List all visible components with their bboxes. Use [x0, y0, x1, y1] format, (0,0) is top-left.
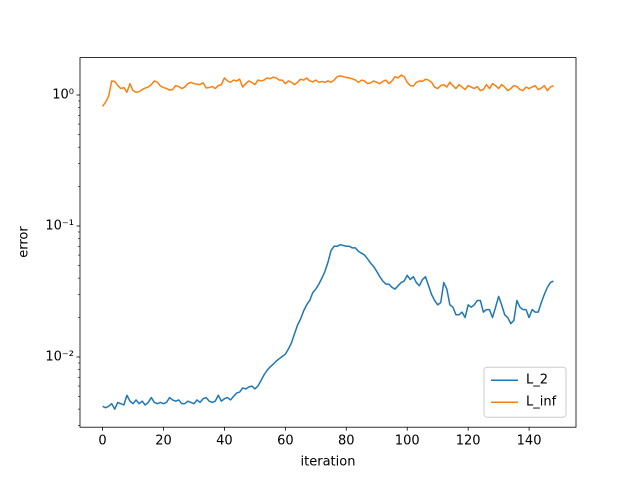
legend-label: L_inf	[526, 395, 557, 410]
x-tick-label: 80	[338, 434, 355, 449]
y-tick-label: 10⁻²	[45, 349, 74, 364]
y-tick-label: 10⁻¹	[45, 218, 74, 233]
x-tick-label: 20	[155, 434, 172, 449]
x-tick-label: 60	[277, 434, 294, 449]
y-tick-label: 10⁰	[52, 88, 74, 103]
y-axis-label: error	[17, 226, 32, 258]
x-tick-label: 140	[517, 434, 542, 449]
plot-frame	[79, 57, 577, 428]
x-tick-label: 120	[456, 434, 481, 449]
line-series	[102, 243, 554, 410]
x-tick-label: 100	[395, 434, 420, 449]
line-series	[101, 74, 554, 107]
legend-label: L_2	[526, 373, 548, 388]
x-tick-label: 0	[98, 434, 106, 449]
x-tick-label: 40	[216, 434, 233, 449]
x-axis-label: iteration	[301, 455, 356, 470]
